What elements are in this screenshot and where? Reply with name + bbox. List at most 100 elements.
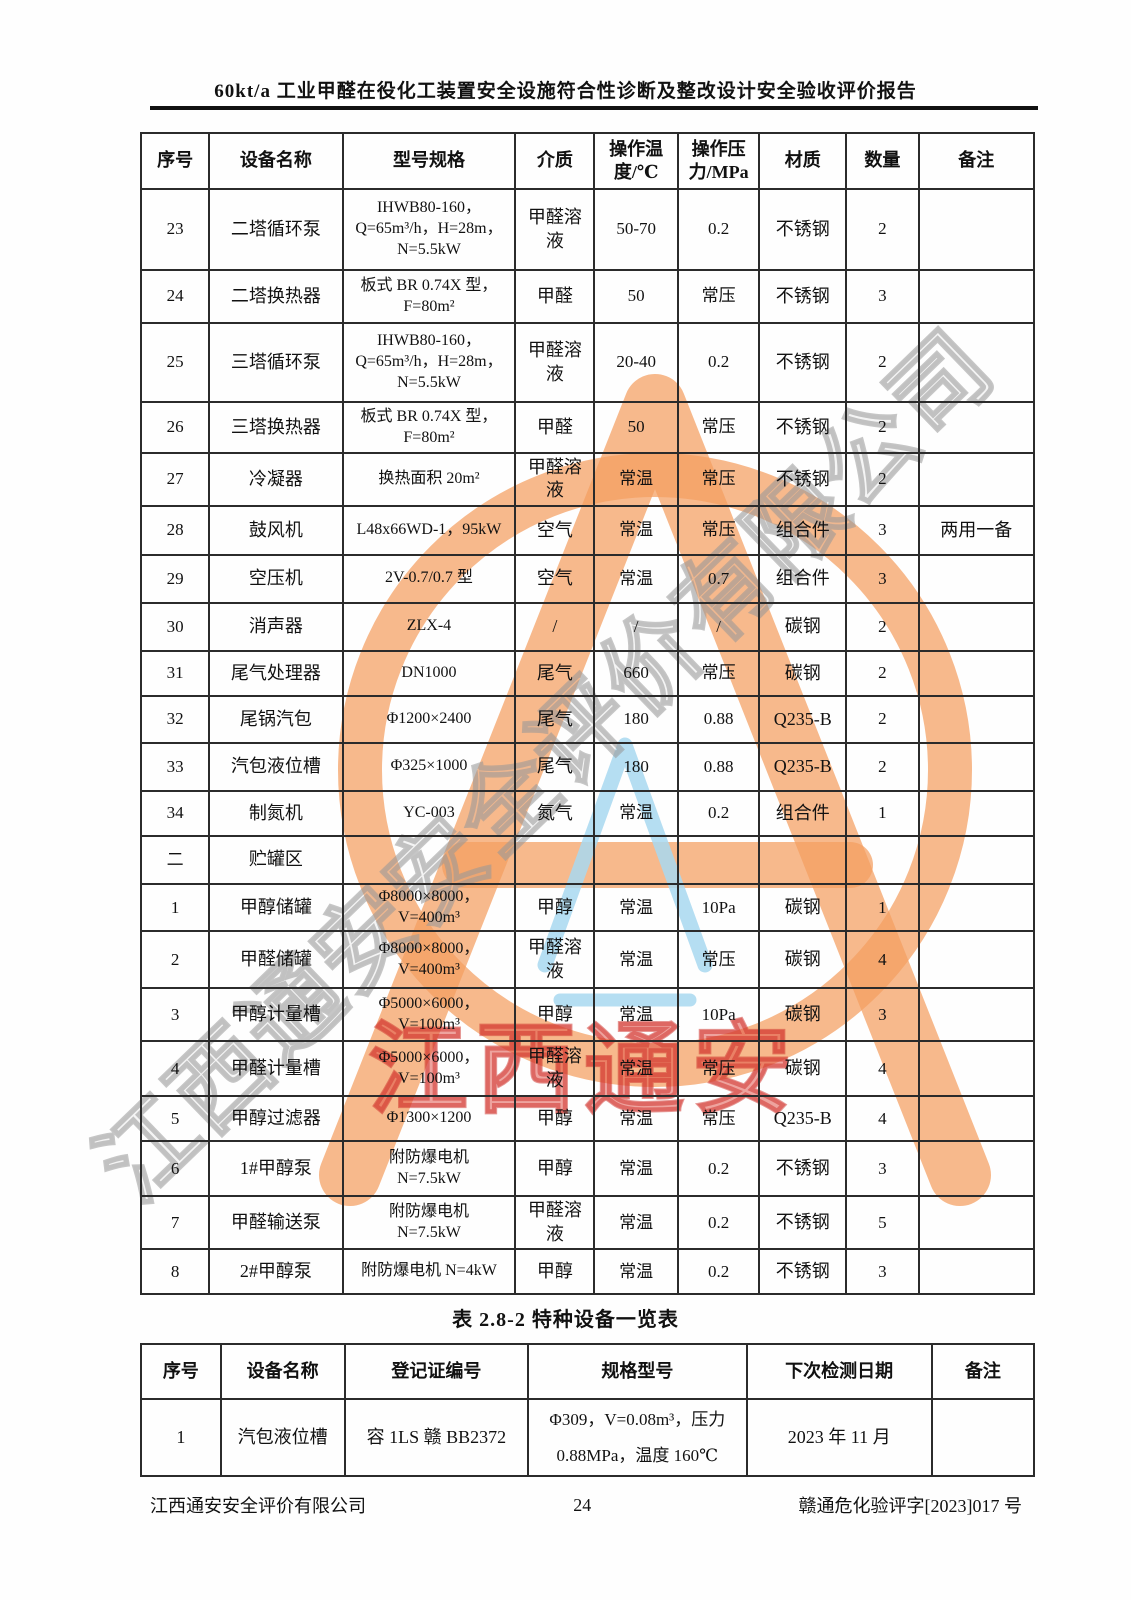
table-cell: 2: [845, 188, 920, 271]
table-cell: 不锈钢: [758, 269, 848, 324]
table-cell: ZLX-4: [341, 601, 517, 652]
table-cell: 27: [139, 452, 211, 507]
table-cell: 常压: [676, 1095, 761, 1143]
table-cell: 1#甲醇泵: [208, 1140, 344, 1198]
table-cell: 0.2: [676, 789, 761, 837]
table-cell: 7: [139, 1195, 211, 1251]
table-cell: 2: [845, 452, 920, 507]
table-cell: Φ1200×2400: [341, 694, 517, 744]
table-cell: [917, 882, 1036, 933]
table-cell: [593, 834, 679, 885]
table-cell: 甲醇: [514, 987, 596, 1043]
table-cell: 不锈钢: [758, 322, 848, 403]
table-cell: [917, 553, 1036, 604]
table-cell: 3: [139, 987, 211, 1043]
table-cell: 不锈钢: [758, 188, 848, 271]
table-cell: 汽包液位槽: [219, 1397, 346, 1478]
table-cell: 3: [845, 504, 920, 556]
table-cell: 常温: [593, 789, 679, 837]
table-cell: 31: [139, 649, 211, 697]
table-cell: 0.7: [676, 553, 761, 604]
table-row: 32 尾锅汽包 Φ1200×2400 尾气 180 0.88 Q235-B 2: [139, 694, 1036, 744]
table-cell: 不锈钢: [758, 401, 848, 454]
table-cell: IHWB80-160， Q=65m³/h，H=28m， N=5.5kW: [341, 322, 517, 403]
table-cell: 660: [593, 649, 679, 697]
table-cell: 甲醇计量槽: [208, 987, 344, 1043]
table-cell: 常压: [676, 1040, 761, 1098]
table-cell: [917, 401, 1036, 454]
table-cell: 2#甲醇泵: [208, 1248, 344, 1296]
table-cell: 2: [139, 930, 211, 990]
table-cell: Q235-B: [758, 694, 848, 744]
table-cell: 空压机: [208, 553, 344, 604]
table-row: 6 1#甲醇泵 附防爆电机 N=7.5kW 甲醇 常温 0.2 不锈钢 3: [139, 1140, 1036, 1198]
table-cell: 5: [845, 1195, 920, 1251]
table-cell: [917, 188, 1036, 271]
table-cell: [758, 834, 848, 885]
table-cell: 甲醛溶液: [514, 188, 596, 271]
table-cell: 空气: [514, 504, 596, 556]
table-row: 33 汽包液位槽 Φ325×1000 尾气 180 0.88 Q235-B 2: [139, 741, 1036, 792]
table-cell: 0.2: [676, 1195, 761, 1251]
table-cell: IHWB80-160， Q=65m³/h，H=28m， N=5.5kW: [341, 188, 517, 271]
table-cell: 冷凝器: [208, 452, 344, 507]
table-cell: 0.88: [676, 741, 761, 792]
header-row: 序号 设备名称 型号规格 介质 操作温度/℃ 操作压力/MPa 材质 数量 备注: [139, 132, 1036, 190]
column-header: 数量: [845, 132, 920, 190]
table-cell: 甲醇储罐: [208, 882, 344, 933]
table-cell: [514, 834, 596, 885]
table-cell: 板式 BR 0.74X 型， F=80m²: [341, 401, 517, 454]
table-cell: 碳钢: [758, 601, 848, 652]
table-cell: 二塔循环泵: [208, 188, 344, 271]
table-cell: /: [676, 601, 761, 652]
table-cell: 50-70: [593, 188, 679, 271]
table-row: 30 消声器 ZLX-4// / 碳钢 2: [139, 601, 1036, 652]
table-cell: 甲醛溶液: [514, 322, 596, 403]
column-header: 设备名称: [208, 132, 344, 190]
column-header: 材质: [758, 132, 848, 190]
equipment-table-body: 23 二塔循环泵 IHWB80-160， Q=65m³/h，H=28m， N=5.5…: [139, 188, 1036, 1296]
table-cell: 26: [139, 401, 211, 454]
table-cell: 28: [139, 504, 211, 556]
table-cell: 常温: [593, 553, 679, 604]
table-cell: 2: [845, 601, 920, 652]
table-cell: 8: [139, 1248, 211, 1296]
table-cell: 180: [593, 694, 679, 744]
table-cell: 1: [140, 1397, 222, 1478]
table-cell: 33: [139, 741, 211, 792]
table-cell: 碳钢: [758, 882, 848, 933]
table-cell: [676, 834, 761, 885]
table-row: 4 甲醛计量槽 Φ5000×6000， V=100m³ 甲醛溶液 常温 常压 碳钢 4: [139, 1040, 1036, 1098]
table-cell: 组合件: [758, 553, 848, 604]
table-cell: 不锈钢: [758, 452, 848, 507]
table-cell: [917, 987, 1036, 1043]
table-cell: 20-40: [593, 322, 679, 403]
table-cell: Φ5000×6000， V=100m³: [341, 987, 517, 1043]
table-cell: Φ8000×8000， V=400m³: [341, 930, 517, 990]
column-header: 设备名称: [219, 1343, 346, 1400]
table-cell: 甲醛溶液: [514, 1040, 596, 1098]
table-cell: [917, 834, 1036, 885]
equipment-table: 序号 设备名称 型号规格 介质 操作温度/℃ 操作压力/MPa 材质 数量 备注 23 二塔循环泵…: [139, 132, 1036, 1296]
table-cell: 鼓风机: [208, 504, 344, 556]
table-cell: 常压: [676, 930, 761, 990]
table-cell: 50: [593, 269, 679, 324]
table-cell: 常温: [593, 930, 679, 990]
table-cell: [917, 601, 1036, 652]
table-row: 29 空压机 2V-0.7/0.7 型空气 常温 0.7 组合件 3: [139, 553, 1036, 604]
table-cell: 碳钢: [758, 1040, 848, 1098]
table-cell: Φ5000×6000， V=100m³: [341, 1040, 517, 1098]
table-cell: 附防爆电机 N=7.5kW: [341, 1195, 517, 1251]
table-cell: 甲醇: [514, 1248, 596, 1296]
table-cell: 两用一备: [917, 504, 1036, 556]
table-cell: 4: [139, 1040, 211, 1098]
table-row: 1 甲醇储罐 Φ8000×8000， V=400m³ 甲醇 常温 10Pa 碳钢 1: [139, 882, 1036, 933]
table-cell: 甲醛储罐: [208, 930, 344, 990]
table-cell: 组合件: [758, 504, 848, 556]
table-cell: 180: [593, 741, 679, 792]
table-cell: 尾锅汽包: [208, 694, 344, 744]
table-cell: [341, 834, 517, 885]
table-cell: 常温: [593, 1195, 679, 1251]
page-footer: 江西通安安全评价有限公司 24 赣通危化验评字[2023]017 号: [150, 1492, 1022, 1518]
